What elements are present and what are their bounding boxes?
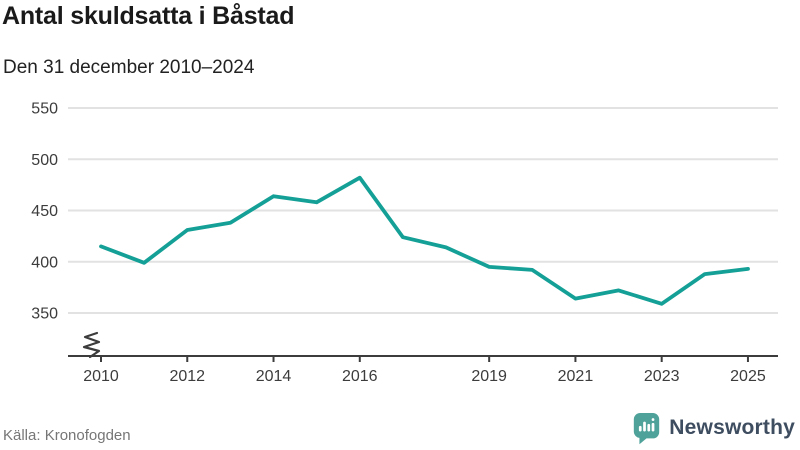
y-tick-label: 550: [31, 101, 58, 118]
y-tick-label: 450: [31, 203, 58, 220]
bar-tall: [643, 421, 647, 432]
x-tick-label: 2025: [730, 368, 766, 385]
newsworthy-icon: [634, 413, 660, 445]
x-tick-label: 2016: [342, 368, 378, 385]
exclamation-bar: [651, 422, 655, 432]
y-tick-label: 500: [31, 152, 58, 169]
source-note: Källa: Kronofogden: [3, 427, 131, 444]
x-tick-label: 2010: [83, 368, 119, 385]
newsworthy-logo[interactable]: Newsworthy: [632, 411, 795, 445]
x-tick-label: 2023: [644, 368, 680, 385]
x-tick-label: 2021: [558, 368, 594, 385]
y-tick-label: 350: [31, 306, 58, 323]
x-tick-label: 2014: [256, 368, 292, 385]
bar-medium: [647, 423, 651, 432]
y-tick-label: 400: [31, 254, 58, 271]
axis-break-icon: [82, 331, 101, 359]
chart-title: Antal skuldsatta i Båstad: [2, 2, 295, 30]
exclamation-dot: [651, 418, 655, 422]
x-tick-label: 2019: [471, 368, 507, 385]
bar-short: [639, 425, 642, 432]
speech-bubble-shape: [634, 413, 660, 445]
x-tick-label: 2012: [169, 368, 205, 385]
newsworthy-wordmark: Newsworthy: [669, 416, 795, 439]
series-line: [99, 175, 750, 306]
chart-subtitle: Den 31 december 2010–2024: [3, 57, 255, 78]
